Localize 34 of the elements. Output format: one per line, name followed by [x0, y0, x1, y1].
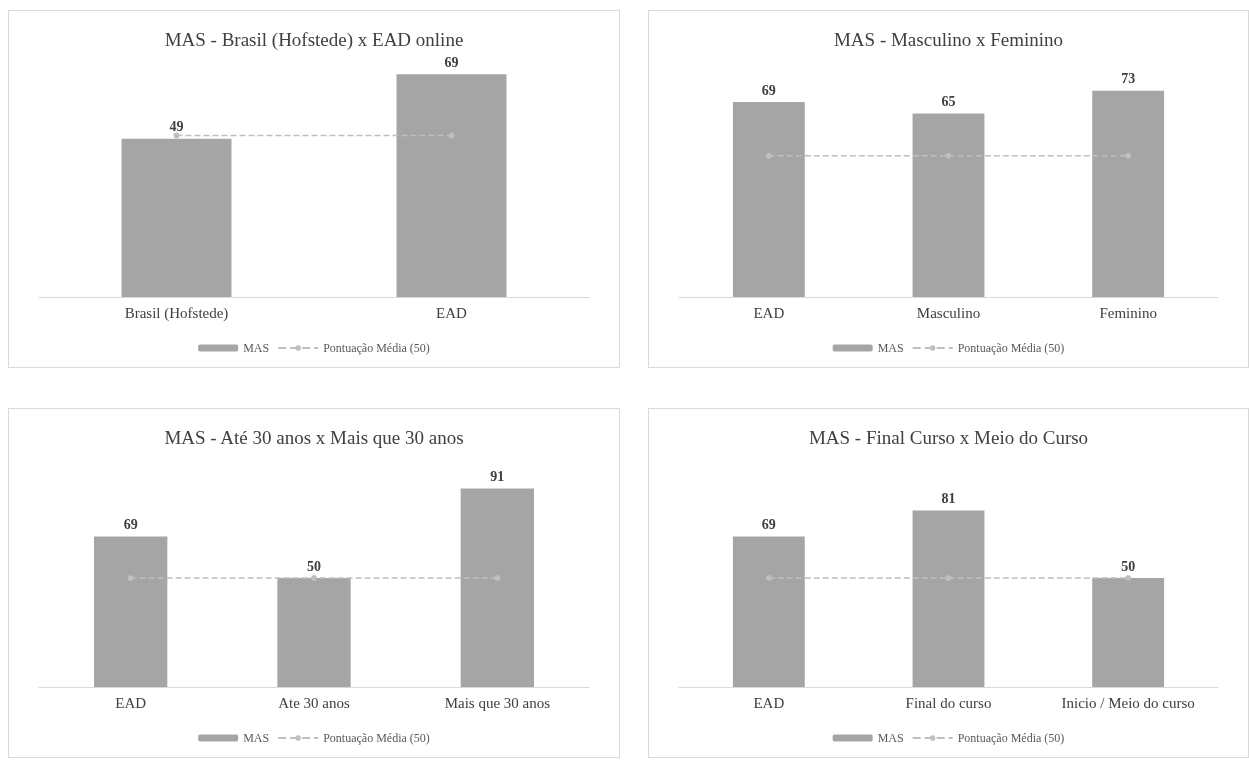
chart-title: MAS - Masculino x Feminino: [833, 29, 1064, 50]
x-tick-label: EAD: [753, 304, 785, 321]
data-label: 49: [169, 119, 184, 135]
legend-label: MAS: [243, 341, 270, 355]
x-tick-label: Mais que 30 anos: [444, 694, 551, 711]
data-label: 69: [444, 54, 459, 70]
chart-title: MAS - Até 30 anos x Mais que 30 anos: [164, 427, 464, 448]
x-tick-label: EAD: [753, 694, 785, 711]
legend-label: Pontuação Média (50): [957, 341, 1065, 355]
data-label: 91: [490, 469, 505, 485]
data-label: 69: [761, 517, 776, 533]
data-label: 69: [123, 517, 138, 533]
x-tick-label: EAD: [115, 694, 147, 711]
legend-label: Pontuação Média (50): [957, 731, 1065, 745]
legend-label: Pontuação Média (50): [323, 341, 430, 355]
x-tick-label: Ate 30 anos: [278, 694, 350, 711]
x-tick-label: Masculino: [916, 304, 981, 321]
data-label: 50: [1121, 558, 1136, 574]
x-tick-label: Final do curso: [905, 694, 992, 711]
x-tick-label: Feminino: [1099, 304, 1157, 321]
data-label: 50: [307, 558, 321, 574]
data-label: 81: [941, 490, 956, 506]
data-label: 73: [1121, 71, 1136, 87]
legend-label: MAS: [877, 731, 904, 745]
legend-label: MAS: [243, 731, 270, 745]
x-tick-label: Brasil (Hofstede): [124, 304, 229, 322]
chart-title: MAS - Final Curso x Meio do Curso: [808, 427, 1089, 448]
legend-label: Pontuação Média (50): [323, 731, 430, 745]
legend-label: MAS: [877, 341, 904, 355]
chart-title: MAS - Brasil (Hofstede) x EAD online: [164, 29, 464, 51]
x-tick-label: Inicio / Meio do curso: [1061, 694, 1195, 711]
x-tick-label: EAD: [436, 304, 468, 321]
data-label: 65: [941, 93, 956, 109]
data-label: 69: [761, 82, 776, 98]
